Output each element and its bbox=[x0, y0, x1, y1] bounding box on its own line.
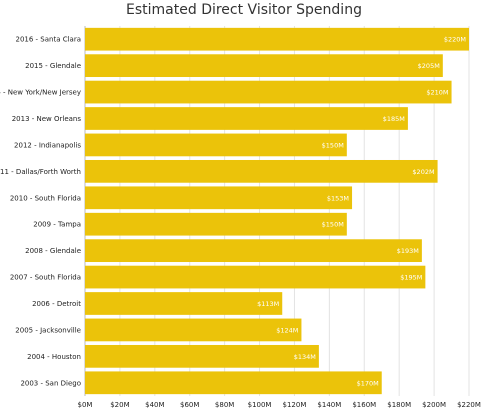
bar bbox=[85, 371, 382, 395]
category-label: 2010 - South Florida bbox=[10, 194, 81, 202]
data-label: $153M bbox=[327, 194, 349, 202]
x-tick-label: $200M bbox=[422, 401, 446, 409]
category-label: 2005 - Jacksonville bbox=[15, 326, 81, 334]
x-tick-label: $80M bbox=[215, 401, 234, 409]
category-label: 2014 - New York/New Jersey bbox=[0, 89, 81, 97]
category-label: 2013 - New Orleans bbox=[12, 115, 82, 123]
x-tick-label: $140M bbox=[317, 401, 341, 409]
data-label: $113M bbox=[257, 300, 279, 308]
data-label: $202M bbox=[412, 168, 434, 176]
bar bbox=[85, 265, 426, 289]
bar bbox=[85, 239, 422, 263]
bar bbox=[85, 318, 302, 342]
x-tick-label: $180M bbox=[387, 401, 411, 409]
category-label: 2011 - Dallas/Forth Worth bbox=[0, 168, 81, 176]
x-tick-label: $60M bbox=[180, 401, 199, 409]
bar bbox=[85, 186, 353, 210]
data-label: $134M bbox=[294, 353, 316, 361]
x-tick-label: $40M bbox=[145, 401, 164, 409]
bar bbox=[85, 54, 443, 78]
category-label: 2003 - San Diego bbox=[20, 379, 81, 387]
bar bbox=[85, 292, 283, 315]
category-label: 2016 - Santa Clara bbox=[15, 36, 81, 44]
category-label: 2012 - Indianapolis bbox=[14, 141, 81, 149]
category-label: 2006 - Detroit bbox=[32, 300, 81, 308]
x-tick-label: $220M bbox=[457, 401, 481, 409]
x-tick-label: $160M bbox=[352, 401, 376, 409]
data-label: $193M bbox=[397, 247, 419, 255]
data-label: $170M bbox=[357, 379, 379, 387]
bar bbox=[85, 80, 452, 104]
bar bbox=[85, 159, 438, 183]
bar bbox=[85, 344, 319, 368]
bar bbox=[85, 133, 347, 157]
data-label: $220M bbox=[444, 36, 466, 44]
category-label: 2004 - Houston bbox=[27, 353, 81, 361]
bar bbox=[85, 107, 408, 130]
data-label: $150M bbox=[322, 221, 344, 229]
category-label: 2008 - Glendale bbox=[25, 247, 81, 255]
category-label: 2015 - Glendale bbox=[25, 62, 81, 70]
x-tick-label: $0M bbox=[78, 401, 93, 409]
x-tick-label: $120M bbox=[283, 401, 307, 409]
data-label: $210M bbox=[426, 89, 448, 97]
data-label: $195M bbox=[400, 274, 422, 282]
bar bbox=[85, 27, 469, 51]
data-label: $124M bbox=[276, 326, 298, 334]
chart-title: Estimated Direct Visitor Spending bbox=[126, 2, 362, 18]
x-tick-label: $100M bbox=[248, 401, 272, 409]
bar bbox=[85, 212, 347, 236]
x-tick-label: $20M bbox=[110, 401, 129, 409]
category-label: 2007 - South Florida bbox=[10, 274, 81, 282]
data-label: $185M bbox=[383, 115, 405, 123]
data-label: $150M bbox=[322, 141, 344, 149]
category-label: 2009 - Tampa bbox=[33, 221, 81, 229]
data-label: $205M bbox=[418, 62, 440, 70]
